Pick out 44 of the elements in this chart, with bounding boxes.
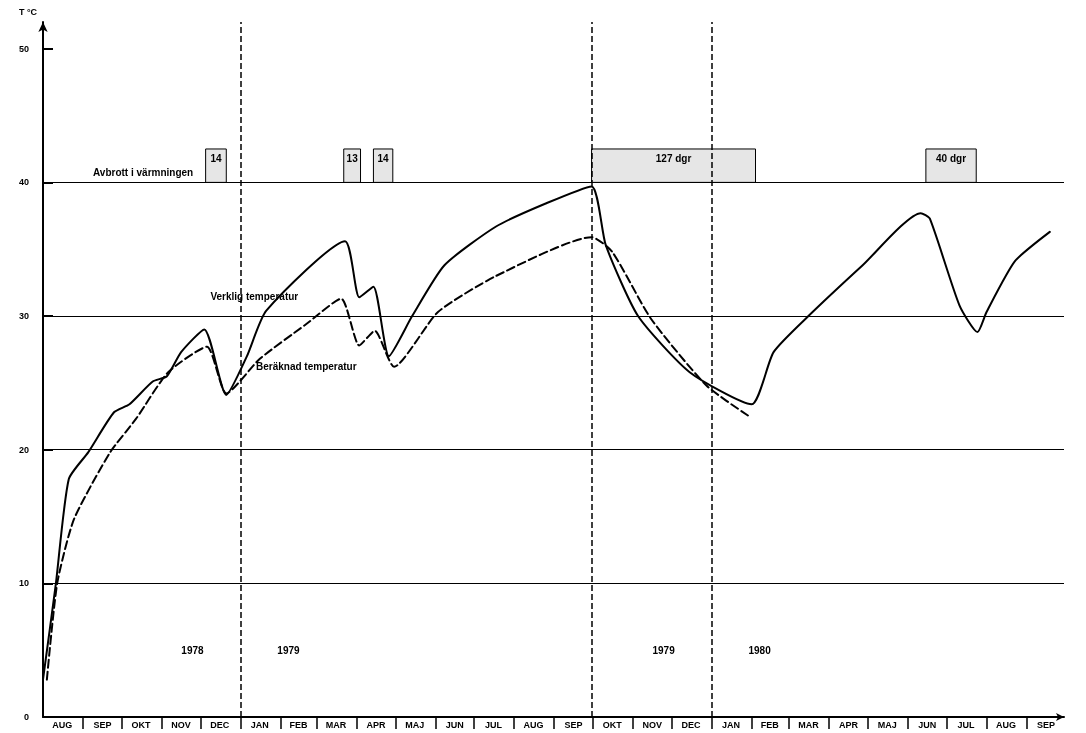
x-tick-label: MAJ: [877, 719, 897, 730]
x-tick-label: DEC: [210, 719, 230, 730]
x-tick-label: FEB: [760, 719, 780, 730]
y-tick-label: 10: [18, 578, 29, 589]
y-axis-title: T °C: [18, 6, 38, 17]
series-label: Beräknad temperatur: [256, 360, 357, 372]
x-tick-label: AUG: [52, 719, 73, 730]
x-tick-label: SEP: [93, 719, 112, 730]
y-tick-label: 40: [18, 177, 29, 188]
x-tick-label: NOV: [642, 719, 662, 730]
band-label: 40 dgr: [936, 152, 967, 164]
band-label: 13: [346, 152, 359, 164]
x-tick-label: DEC: [681, 719, 701, 730]
annotation: 1979: [652, 644, 676, 656]
band-label: 14: [210, 152, 222, 164]
x-tick-label: NOV: [171, 719, 191, 730]
x-tick-label: JUN: [918, 719, 937, 730]
x-tick-label: SEP: [564, 719, 583, 730]
x-tick-label: JAN: [250, 719, 269, 730]
x-tick-label: JAN: [721, 719, 740, 730]
x-tick-label: AUG: [995, 719, 1016, 730]
x-tick-label: OKT: [602, 719, 623, 730]
x-tick-label: FEB: [289, 719, 309, 730]
x-tick-label: APR: [838, 719, 859, 730]
band-label: 14: [377, 152, 390, 164]
y-tick-label: 0: [23, 712, 29, 722]
x-tick-label: SEP: [1036, 719, 1055, 730]
y-tick-label: 50: [18, 43, 29, 54]
x-tick-label: JUL: [484, 719, 503, 730]
ref-line-label: Avbrott i värmningen: [93, 166, 194, 178]
x-tick-label: JUL: [957, 719, 975, 730]
annotation: 1978: [181, 644, 205, 656]
y-tick-label: 20: [18, 444, 29, 455]
x-tick-label: AUG: [523, 719, 544, 730]
x-tick-label: MAR: [798, 719, 820, 730]
annotation: 1980: [748, 644, 772, 656]
x-tick-label: APR: [366, 719, 387, 730]
x-tick-label: MAR: [325, 719, 347, 730]
x-tick-label: MAJ: [405, 719, 425, 730]
band-label: 127 dgr: [655, 152, 692, 164]
x-tick-label: JUN: [445, 719, 464, 730]
x-tick-label: OKT: [131, 719, 152, 730]
annotation: 1979: [277, 644, 301, 656]
y-tick-label: 30: [18, 311, 29, 322]
